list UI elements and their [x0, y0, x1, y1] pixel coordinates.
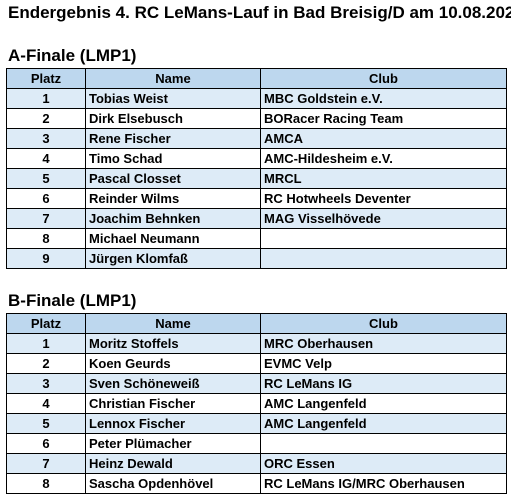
table-row: 1 Moritz Stoffels MRC Oberhausen: [6, 333, 507, 354]
table-row: 1 Tobias Weist MBC Goldstein e.V.: [6, 88, 507, 109]
column-header-club: Club: [260, 68, 507, 89]
cell-name: Michael Neumann: [85, 228, 261, 249]
cell-name: Tobias Weist: [85, 88, 261, 109]
cell-platz: 7: [6, 208, 86, 229]
table-row: 8 Michael Neumann: [6, 228, 507, 249]
table-row: 8 Sascha Opdenhövel RC LeMans IG/MRC Oberh…: [6, 473, 507, 494]
cell-platz: 3: [6, 128, 86, 149]
cell-club: MAG Visselhövede: [260, 208, 507, 229]
table-header-row: Platz Name Club: [6, 313, 507, 334]
cell-name: Joachim Behnken: [85, 208, 261, 229]
cell-name: Koen Geurds: [85, 353, 261, 374]
cell-name: Sven Schöneweiß: [85, 373, 261, 394]
table-row: 3 Rene Fischer AMCA: [6, 128, 507, 149]
table-row: 4 Timo Schad AMC-Hildesheim e.V.: [6, 148, 507, 169]
cell-club: RC LeMans IG: [260, 373, 507, 394]
cell-club: [260, 228, 507, 249]
cell-club: AMCA: [260, 128, 507, 149]
table-row: 2 Dirk Elsebusch BORacer Racing Team: [6, 108, 507, 129]
table-row: 2 Koen Geurds EVMC Velp: [6, 353, 507, 374]
column-header-platz: Platz: [6, 313, 86, 334]
table-header-row: Platz Name Club: [6, 68, 507, 89]
cell-name: Peter Plümacher: [85, 433, 261, 454]
cell-platz: 5: [6, 168, 86, 189]
cell-club: MBC Goldstein e.V.: [260, 88, 507, 109]
a-final-table: Platz Name Club 1 Tobias Weist MBC Goldste…: [6, 68, 507, 269]
cell-platz: 8: [6, 473, 86, 494]
cell-club: RC LeMans IG/MRC Oberhausen: [260, 473, 507, 494]
cell-club: MRCL: [260, 168, 507, 189]
cell-platz: 4: [6, 148, 86, 169]
cell-club: ORC Essen: [260, 453, 507, 474]
cell-platz: 4: [6, 393, 86, 414]
table-row: 5 Lennox Fischer AMC Langenfeld: [6, 413, 507, 434]
cell-platz: 6: [6, 433, 86, 454]
cell-name: Dirk Elsebusch: [85, 108, 261, 129]
cell-club: [260, 248, 507, 269]
cell-club: MRC Oberhausen: [260, 333, 507, 354]
cell-name: Heinz Dewald: [85, 453, 261, 474]
column-header-platz: Platz: [6, 68, 86, 89]
cell-platz: 1: [6, 88, 86, 109]
cell-platz: 9: [6, 248, 86, 269]
cell-name: Pascal Closset: [85, 168, 261, 189]
cell-name: Rene Fischer: [85, 128, 261, 149]
cell-platz: 6: [6, 188, 86, 209]
cell-club: AMC Langenfeld: [260, 413, 507, 434]
cell-platz: 2: [6, 353, 86, 374]
cell-platz: 1: [6, 333, 86, 354]
table-row: 5 Pascal Closset MRCL: [6, 168, 507, 189]
table-row: 7 Heinz Dewald ORC Essen: [6, 453, 507, 474]
page-title: Endergebnis 4. RC LeMans-Lauf in Bad Bre…: [8, 3, 511, 22]
cell-name: Lennox Fischer: [85, 413, 261, 434]
cell-name: Moritz Stoffels: [85, 333, 261, 354]
cell-name: Timo Schad: [85, 148, 261, 169]
table-row: 9 Jürgen Klomfaß: [6, 248, 507, 269]
cell-club: EVMC Velp: [260, 353, 507, 374]
b-final-heading: B-Finale (LMP1): [8, 291, 137, 310]
cell-name: Jürgen Klomfaß: [85, 248, 261, 269]
cell-name: Reinder Wilms: [85, 188, 261, 209]
cell-platz: 7: [6, 453, 86, 474]
b-final-table: Platz Name Club 1 Moritz Stoffels MRC Ober…: [6, 313, 507, 494]
table-row: 6 Reinder Wilms RC Hotwheels Deventer: [6, 188, 507, 209]
table-row: 7 Joachim Behnken MAG Visselhövede: [6, 208, 507, 229]
table-row: 4 Christian Fischer AMC Langenfeld: [6, 393, 507, 414]
table-row: 3 Sven Schöneweiß RC LeMans IG: [6, 373, 507, 394]
column-header-name: Name: [85, 68, 261, 89]
cell-platz: 8: [6, 228, 86, 249]
cell-club: RC Hotwheels Deventer: [260, 188, 507, 209]
cell-platz: 5: [6, 413, 86, 434]
cell-club: AMC-Hildesheim e.V.: [260, 148, 507, 169]
table-row: 6 Peter Plümacher: [6, 433, 507, 454]
column-header-club: Club: [260, 313, 507, 334]
cell-name: Christian Fischer: [85, 393, 261, 414]
cell-name: Sascha Opdenhövel: [85, 473, 261, 494]
a-final-heading: A-Finale (LMP1): [8, 46, 137, 65]
column-header-name: Name: [85, 313, 261, 334]
cell-club: AMC Langenfeld: [260, 393, 507, 414]
cell-club: BORacer Racing Team: [260, 108, 507, 129]
cell-platz: 2: [6, 108, 86, 129]
cell-platz: 3: [6, 373, 86, 394]
cell-club: [260, 433, 507, 454]
